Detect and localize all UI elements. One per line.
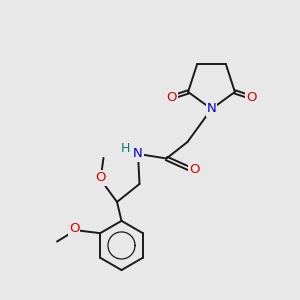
Text: O: O <box>166 91 177 104</box>
Text: N: N <box>133 148 143 160</box>
Text: O: O <box>189 164 200 176</box>
Text: O: O <box>69 222 79 235</box>
Text: O: O <box>95 172 106 184</box>
Text: O: O <box>246 91 257 104</box>
Text: N: N <box>207 103 216 116</box>
Text: H: H <box>121 142 130 155</box>
